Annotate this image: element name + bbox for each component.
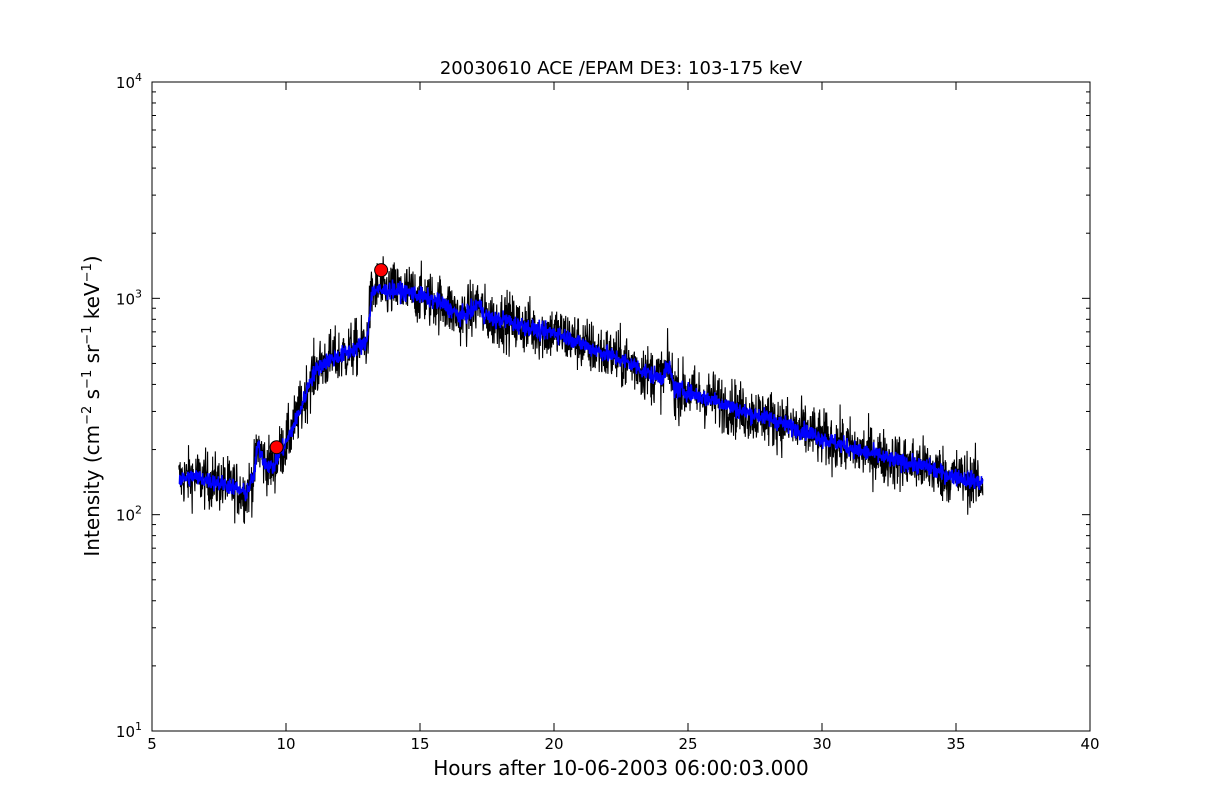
y-axis-label: Intensity (cm−2 s−1 sr−1 keV−1)	[80, 255, 104, 556]
y-label-sup-3: −1	[80, 326, 95, 345]
x-axis: 5 10 15 20 25 30 35 40	[147, 82, 1100, 753]
y-label-sup-2: −1	[80, 370, 95, 389]
y-tick-label: 101	[116, 720, 142, 741]
y-label-main: Intensity (cm	[80, 425, 104, 557]
y-label-mid-2: sr	[80, 344, 104, 370]
series-line-1	[178, 256, 984, 524]
x-axis-label: Hours after 10-06-2003 06:00:03.000	[433, 756, 809, 780]
plot-area	[178, 256, 984, 524]
chart-title: 20030610 ACE /EPAM DE3: 103-175 keV	[440, 58, 803, 79]
y-axis: 101 102 103 104	[116, 71, 1090, 741]
x-tick-label: 25	[678, 735, 697, 753]
x-tick-label: 40	[1080, 735, 1099, 753]
y-tick-label: 103	[116, 287, 142, 308]
y-tick-label: 104	[116, 71, 142, 92]
y-tick-label: 102	[116, 504, 142, 525]
x-tick-label: 10	[276, 735, 295, 753]
y-label-mid-3: keV	[80, 282, 104, 326]
x-tick-label: 20	[544, 735, 563, 753]
y-label-end: )	[80, 255, 104, 263]
series-line-2	[178, 279, 984, 502]
y-label-sup-1: −2	[80, 406, 95, 425]
x-tick-label: 15	[410, 735, 429, 753]
x-tick-label: 30	[812, 735, 831, 753]
marker-point-2	[269, 440, 284, 455]
y-label-sup-4: −1	[80, 263, 95, 282]
x-tick-label: 5	[147, 735, 157, 753]
x-tick-label: 35	[946, 735, 965, 753]
plot-frame	[151, 81, 1091, 732]
y-label-mid-1: s	[80, 389, 104, 406]
marker-point-1	[374, 263, 389, 278]
